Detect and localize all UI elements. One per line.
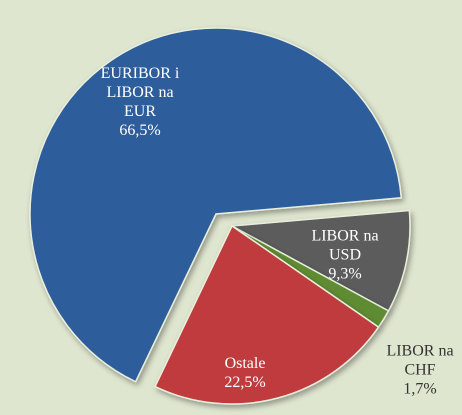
category-label: EURIBOR i LIBOR na EUR	[100, 65, 180, 120]
category-label: Ostale	[224, 355, 266, 372]
slice-label: Ostale 22,5%	[205, 354, 285, 392]
value-label: 22,5%	[224, 374, 266, 391]
category-label: LIBOR na USD	[311, 227, 379, 264]
value-label: 9,3%	[328, 265, 362, 283]
category-label: LIBOR na CHF	[386, 342, 454, 379]
slice-label: LIBOR na USD 9,3%	[305, 227, 385, 284]
pie-slice	[154, 224, 380, 405]
slice-label: LIBOR na CHF 1,7%	[383, 342, 458, 399]
pie-slice	[29, 27, 403, 383]
value-label: 66,5%	[119, 122, 161, 139]
slice-label: EURIBOR i LIBOR na EUR 66,5%	[94, 64, 186, 140]
value-label: 1,7%	[403, 380, 437, 398]
pie-slice	[229, 209, 411, 312]
